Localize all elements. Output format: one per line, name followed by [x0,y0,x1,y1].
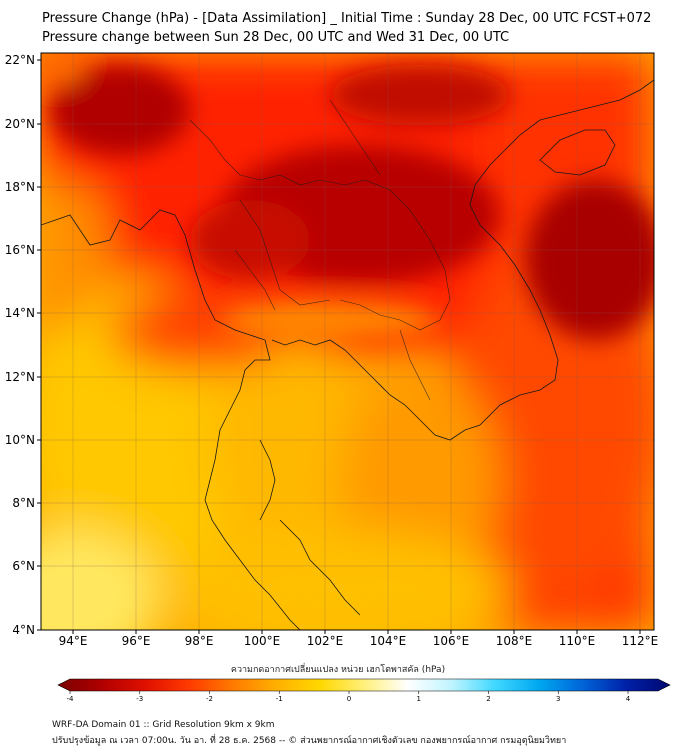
lat-label: 10°N [5,433,35,447]
lon-label: 98°E [185,634,214,648]
lon-label: 110°E [559,634,596,648]
footer-model-info: WRF-DA Domain 01 :: Grid Resolution 9km … [52,720,275,730]
lon-label: 106°E [433,634,470,648]
colorbar-tick-label: 1 [417,695,421,703]
colorbar: -4 -3 -2 -1 0 1 2 3 4 [57,678,671,703]
lon-label: 112°E [622,634,659,648]
lon-label: 94°E [59,634,88,648]
colorbar-bar [57,678,671,692]
latitude-labels: 22°N 20°N 18°N 16°N 14°N 12°N 10°N 8°N 6… [5,53,35,637]
colorbar-tick-label: 4 [626,695,631,703]
colorbar-tick-label: -3 [136,695,143,703]
lat-label: 18°N [5,180,35,194]
colorbar-tick-label: -2 [206,695,213,703]
lat-label: 6°N [12,559,35,573]
lat-label: 12°N [5,370,35,384]
pressure-field [41,53,654,630]
lat-label: 14°N [5,306,35,320]
lat-label: 4°N [12,623,35,637]
lon-label: 102°E [307,634,344,648]
lat-label: 22°N [5,53,35,67]
lon-label: 108°E [496,634,533,648]
graticule [41,53,654,630]
colorbar-tick-label: -1 [276,695,283,703]
lon-label: 100°E [244,634,281,648]
lon-label: 104°E [370,634,407,648]
colorbar-title: ความกดอากาศเปลี่ยนแปลง หน่วย เฮกโตพาสคัล… [230,665,446,675]
coastlines [41,79,654,630]
lat-label: 16°N [5,243,35,257]
colorbar-tick-label: 0 [347,695,351,703]
lat-label: 20°N [5,117,35,131]
plot-frame [40,52,655,631]
lon-label: 96°E [122,634,151,648]
map-title: Pressure Change (hPa) - [Data Assimilati… [42,11,652,26]
colorbar-tick-label: 2 [486,695,490,703]
colorbar-tick-label: -4 [67,695,75,703]
tick-marks [37,59,641,634]
longitude-labels: 94°E 96°E 98°E 100°E 102°E 104°E 106°E 1… [59,634,659,648]
colorbar-ticks: -4 -3 -2 -1 0 1 2 3 4 [67,691,631,703]
lat-label: 8°N [12,496,35,510]
country-borders [189,99,451,401]
footer-credit: ปรับปรุงข้อมูล ณ เวลา 07:00น. วัน อา. ที… [52,736,567,746]
colorbar-tick-label: 3 [556,695,560,703]
map-subtitle: Pressure change between Sun 28 Dec, 00 U… [42,30,510,45]
